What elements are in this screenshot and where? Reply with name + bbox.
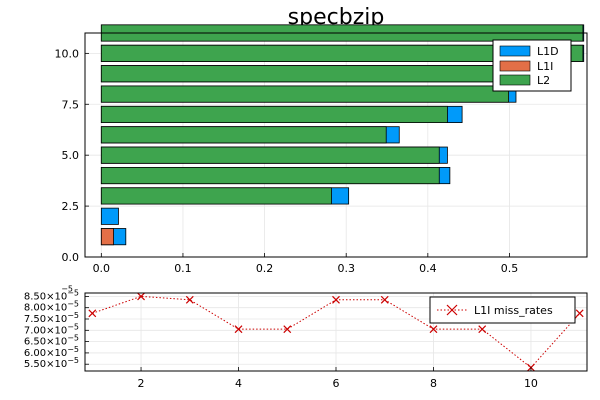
x-tick-label: 0.5 bbox=[501, 262, 519, 275]
y-tick-label-2: 7.00×10−5 bbox=[24, 322, 79, 336]
line-chart-legend: L1I miss_rates bbox=[429, 296, 576, 324]
x-tick-label-2: 10 bbox=[524, 377, 538, 390]
miss-rate-point-6 bbox=[332, 295, 340, 304]
legend-swatch-l1d bbox=[499, 45, 531, 57]
line-chart-ticks: 2 4 6 8 10 5.50×10−56.00×10−56.50×10−57.00×10… bbox=[24, 284, 538, 390]
line-chart-grid bbox=[85, 293, 587, 371]
miss-rate-point-9 bbox=[478, 325, 487, 334]
legend-box-2 bbox=[429, 296, 576, 324]
y-tick-label: 2.5 bbox=[62, 200, 80, 213]
x-tick-label-2: 8 bbox=[430, 377, 437, 390]
miss-rate-point-4 bbox=[234, 325, 243, 334]
legend-swatch-l2 bbox=[499, 74, 531, 86]
y-tick-label-2: 5.50×10−5 bbox=[24, 356, 79, 370]
miss-rate-point-2 bbox=[137, 292, 145, 301]
y-tick-label: 7.5 bbox=[62, 98, 80, 111]
y-tick-label-2: 7.50×10−5 bbox=[24, 311, 79, 325]
bar-l2-4 bbox=[100, 166, 440, 185]
x-tick-label-2: 6 bbox=[333, 377, 340, 390]
y-tick-label: 10.0 bbox=[55, 47, 80, 60]
bar-l2-10 bbox=[100, 44, 584, 62]
y-tick-label-2: 6.50×10−5 bbox=[24, 334, 79, 348]
bar-l2-8 bbox=[100, 85, 510, 103]
y-tick-label: 0.0 bbox=[62, 251, 80, 264]
x-tick-label: 0.2 bbox=[256, 262, 274, 275]
y-tick-label-2: 8.50×10−5 bbox=[24, 288, 79, 302]
miss-rate-point-5 bbox=[283, 325, 292, 334]
bar-chart-legend: L1D L1I L2 bbox=[492, 39, 572, 92]
legend-label-miss-rates: L1I miss_rates bbox=[474, 304, 553, 317]
miss-rate-point-1 bbox=[88, 309, 97, 318]
x-tick-label-2: 4 bbox=[235, 377, 242, 390]
bar-chart-ticks: 0.0 0.1 0.2 0.3 0.4 0.5 0.0 2.5 5.0 7.5 10.0 bbox=[55, 47, 519, 275]
bar-l2-3 bbox=[100, 187, 332, 205]
miss-rate-point-11 bbox=[575, 309, 584, 318]
bar-l2-6 bbox=[100, 126, 387, 144]
x-tick-label: 0.0 bbox=[93, 262, 111, 275]
y-tick-label-2: 8.00×10−5 bbox=[24, 300, 79, 314]
miss-rate-point-8 bbox=[429, 325, 438, 334]
legend-label-l2: L2 bbox=[537, 74, 550, 87]
y-tick-label: 5.0 bbox=[62, 149, 80, 162]
bar-chart-bars bbox=[100, 24, 585, 246]
x-tick-label-2: 2 bbox=[138, 377, 145, 390]
bar-l2-9 bbox=[100, 65, 510, 83]
y-tick-label-2: 6.00×10−5 bbox=[24, 345, 79, 359]
x-tick-label: 0.1 bbox=[174, 262, 192, 275]
line-chart-panel: 2 4 6 8 10 5.50×10−56.00×10−56.50×10−57.00×10… bbox=[24, 284, 588, 390]
bar-l2-5 bbox=[100, 146, 440, 164]
miss-rate-point-3 bbox=[185, 295, 194, 304]
bar-chart-panel: specbzip 0.0 0.1 0.2 0.3 0.4 0.50.02.55.07.51… bbox=[55, 5, 588, 275]
x-tick-label: 0.4 bbox=[419, 262, 437, 275]
legend-label-l1i: L1I bbox=[537, 60, 553, 73]
bar-l1d-2 bbox=[100, 207, 119, 225]
bar-chart-frame bbox=[84, 32, 588, 258]
legend-swatch-l1i bbox=[499, 60, 531, 72]
legend-marker-x-icon bbox=[446, 304, 458, 316]
legend-label-l1d: L1D bbox=[537, 45, 559, 58]
y-tick-exponent-top: −5 bbox=[61, 284, 73, 293]
x-tick-label: 0.3 bbox=[337, 262, 355, 275]
bar-l2-7 bbox=[100, 105, 448, 123]
bar-l1i-1 bbox=[100, 228, 114, 246]
miss-rate-point-7 bbox=[380, 295, 389, 304]
